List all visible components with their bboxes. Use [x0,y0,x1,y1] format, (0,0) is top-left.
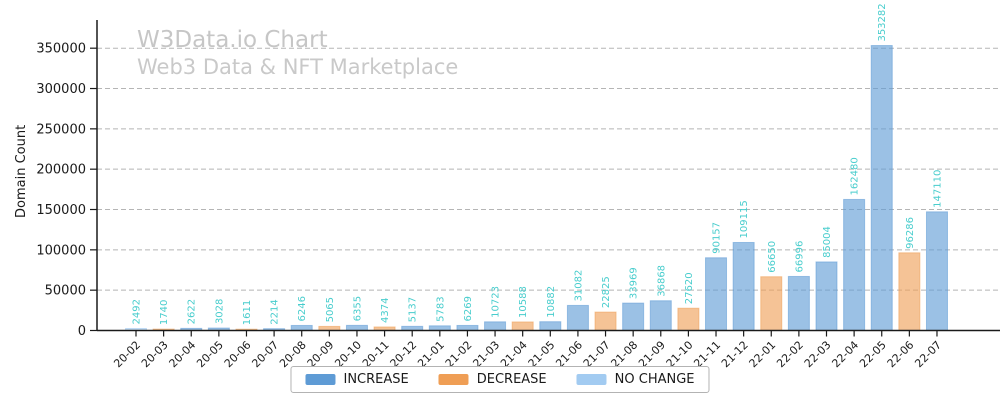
bar-value-label: 22825 [601,276,612,308]
x-tick-label: 22-03 [802,338,834,370]
bar-21-03 [484,321,507,332]
bar-21-09 [649,300,672,331]
bar-value-label: 1740 [159,300,170,325]
bar-value-label: 10588 [518,286,529,318]
bar-value-label: 147110 [932,170,943,208]
bar-22-05 [870,45,893,332]
y-tick-label: 150000 [36,203,86,218]
y-tick-label: 0 [78,324,86,339]
y-tick-label: 250000 [36,122,86,137]
legend-swatch-decrease [438,374,469,385]
bar-21-11 [705,257,728,331]
bar-value-label: 2214 [270,299,281,324]
chart-legend: INCREASE DECREASE NO CHANGE [290,366,710,393]
bar-value-label: 31082 [573,270,584,302]
bar-21-05 [539,321,562,331]
bar-20-08 [290,324,313,331]
bar-value-label: 27620 [684,272,695,304]
bar-value-label: 10723 [491,286,502,318]
bar-22-07 [925,211,948,332]
bar-value-label: 162480 [850,157,861,195]
y-tick-label: 350000 [36,42,86,57]
y-tick-label: 300000 [36,82,86,97]
bar-21-08 [622,302,645,332]
bar-20-10 [345,324,368,331]
bar-21-06 [566,304,589,332]
bar-value-label: 33969 [629,267,640,299]
y-tick-label: 100000 [36,243,86,258]
bar-22-02 [787,275,810,332]
legend-swatch-no-change [576,374,607,385]
bar-22-06 [898,252,921,331]
legend-label-no-change: NO CHANGE [614,372,695,387]
bar-value-label: 4374 [380,298,391,323]
x-tick-label: 20-03 [139,338,171,370]
legend-label-decrease: DECREASE [476,372,547,387]
bar-value-label: 3028 [214,299,225,324]
bar-21-10 [677,307,700,332]
bar-value-label: 5137 [408,297,419,322]
bar-22-01 [760,276,783,332]
legend-label-increase: INCREASE [343,372,409,387]
bar-21-02 [456,324,479,331]
x-tick-label: 21-12 [719,338,751,370]
legend-swatch-increase [305,374,336,385]
bar-value-label: 5065 [325,297,336,322]
x-tick-label: 22-01 [747,338,779,370]
chart-subtitle: Web3 Data & NFT Marketplace [137,55,459,79]
x-tick-label: 20-07 [249,338,281,370]
bar-value-label: 10882 [546,286,557,318]
bar-value-label: 90157 [712,222,723,254]
bar-value-label: 96286 [905,217,916,249]
bar-value-label: 36868 [656,265,667,297]
x-tick-label: 22-02 [774,338,806,370]
bar-value-label: 353282 [877,3,888,41]
bar-value-label: 66650 [767,241,778,273]
x-tick-label: 20-06 [222,338,254,370]
x-tick-label: 20-04 [167,338,199,370]
legend-item-decrease: DECREASE [438,372,547,387]
bar-value-label: 109115 [739,200,750,238]
x-tick-label: 22-06 [885,338,917,370]
bar-value-label: 6355 [352,296,363,321]
x-tick-label: 20-05 [194,338,226,370]
bar-value-label: 2622 [187,299,198,324]
bar-22-04 [843,198,866,331]
bar-21-04 [511,321,534,331]
bar-value-label: 66996 [794,241,805,273]
x-tick-label: 22-07 [912,338,944,370]
x-tick-label: 22-04 [829,338,861,370]
bar-value-label: 1611 [242,300,253,325]
bar-22-03 [815,261,838,331]
bar-value-label: 6269 [463,296,474,321]
y-tick-label: 50000 [45,284,86,299]
chart-title: W3Data.io Chart [137,27,328,53]
y-tick-label: 200000 [36,163,86,178]
x-tick-label: 20-02 [111,338,143,370]
bar-value-label: 85004 [822,226,833,258]
bar-21-12 [732,241,755,331]
bar-value-label: 2492 [132,299,143,324]
legend-item-increase: INCREASE [305,372,409,387]
legend-item-no-change: NO CHANGE [576,372,695,387]
bar-value-label: 6246 [297,296,308,321]
bar-21-07 [594,311,617,331]
bar-value-label: 5783 [435,296,446,321]
x-tick-label: 22-05 [857,338,889,370]
